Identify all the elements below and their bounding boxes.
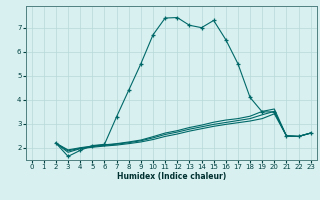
X-axis label: Humidex (Indice chaleur): Humidex (Indice chaleur) <box>116 172 226 181</box>
